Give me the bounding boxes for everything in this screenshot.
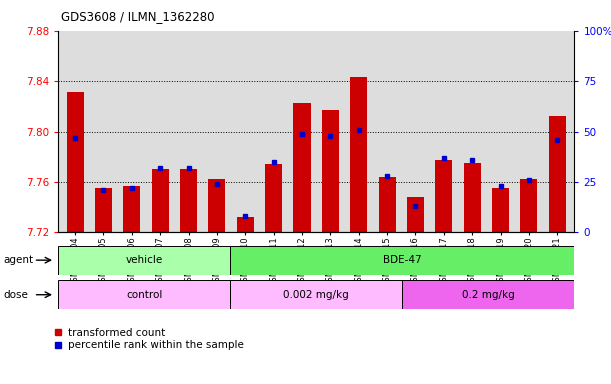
Bar	[492, 188, 509, 232]
Bar	[67, 93, 84, 232]
Bar	[58, 246, 230, 275]
Bar	[402, 280, 574, 309]
Bar	[407, 197, 424, 232]
Bar	[208, 179, 225, 232]
Bar	[549, 116, 566, 232]
Bar	[58, 280, 230, 309]
Bar	[521, 179, 538, 232]
Text: 0.002 mg/kg: 0.002 mg/kg	[284, 290, 349, 300]
Bar	[236, 217, 254, 232]
Bar	[322, 110, 339, 232]
Bar	[350, 77, 367, 232]
Text: dose: dose	[3, 290, 28, 300]
Bar	[95, 188, 112, 232]
Bar	[230, 280, 402, 309]
Bar	[180, 169, 197, 232]
Bar	[123, 186, 141, 232]
Text: GDS3608 / ILMN_1362280: GDS3608 / ILMN_1362280	[61, 10, 214, 23]
Legend: transformed count, percentile rank within the sample: transformed count, percentile rank withi…	[54, 328, 244, 350]
Bar	[152, 169, 169, 232]
Bar	[230, 246, 574, 275]
Bar	[435, 161, 452, 232]
Text: control: control	[126, 290, 163, 300]
Bar	[379, 177, 395, 232]
Bar	[464, 163, 481, 232]
Bar	[293, 103, 310, 232]
Bar	[265, 164, 282, 232]
Text: 0.2 mg/kg: 0.2 mg/kg	[462, 290, 514, 300]
Text: vehicle: vehicle	[125, 255, 163, 265]
Text: BDE-47: BDE-47	[383, 255, 422, 265]
Text: agent: agent	[3, 255, 33, 265]
